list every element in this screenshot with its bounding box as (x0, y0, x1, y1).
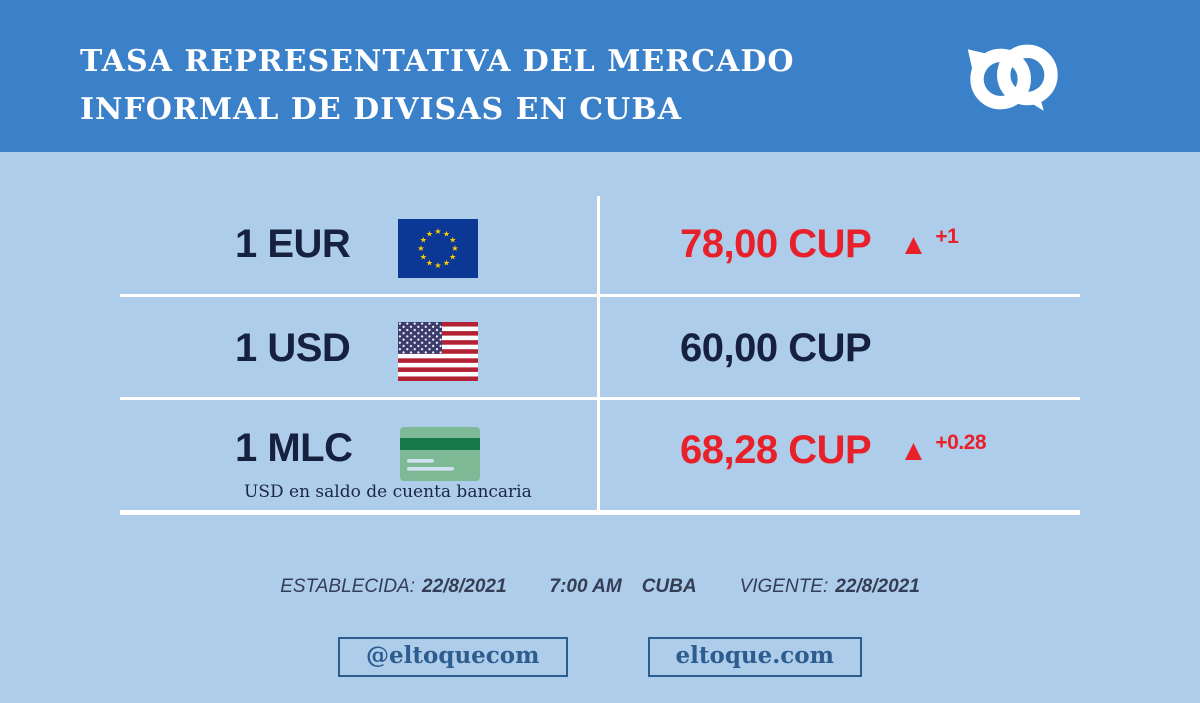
header-banner: TASA REPRESENTATIVA DEL MERCADO INFORMAL… (0, 0, 1200, 152)
up-triangle-icon: ▲ (899, 435, 928, 467)
svg-text:★: ★ (449, 236, 456, 245)
svg-text:★: ★ (417, 244, 424, 253)
currency-label-mlc: 1 MLC (235, 426, 353, 470)
row-divider-1 (120, 294, 1080, 297)
column-divider (597, 196, 600, 512)
established-time: 7:00 AM (549, 576, 622, 597)
vigente-date: 22/8/2021 (835, 576, 920, 597)
rate-mlc-value: 68,28 CUP (680, 428, 872, 472)
us-flag-icon (398, 322, 478, 386)
svg-text:★: ★ (420, 236, 427, 245)
rate-usd-value: 60,00 CUP (680, 326, 872, 370)
page-title-line1: TASA REPRESENTATIVA DEL MERCADO (80, 44, 795, 79)
rate-eur-change: +1 (935, 225, 959, 248)
svg-text:★: ★ (449, 253, 456, 262)
rate-mlc: 68,28 CUP ▲ +0.28 (680, 428, 987, 473)
svg-text:★: ★ (420, 253, 427, 262)
currency-label-usd: 1 USD (235, 326, 351, 370)
rate-eur-value: 78,00 CUP (680, 222, 872, 266)
currency-label-eur: 1 EUR (235, 222, 351, 266)
svg-text:★: ★ (434, 261, 441, 270)
vigente-label: VIGENTE: (739, 576, 829, 597)
social-handle-box[interactable]: @eltoquecom (338, 637, 568, 678)
rate-eur: 78,00 CUP ▲ +1 (680, 222, 959, 267)
rate-usd: 60,00 CUP (680, 326, 872, 371)
eltoque-logo-icon (962, 40, 1066, 114)
page-title: TASA REPRESENTATIVA DEL MERCADO INFORMAL… (80, 38, 795, 134)
svg-text:★: ★ (434, 227, 441, 236)
established-label: ESTABLECIDA: (280, 576, 415, 597)
established-date: 22/8/2021 (422, 576, 507, 597)
validity-line: ESTABLECIDA: 22/8/2021 7:00 AM CUBA VIGE… (0, 576, 1200, 598)
up-triangle-icon: ▲ (899, 229, 928, 261)
svg-text:★: ★ (426, 259, 433, 268)
svg-text:★: ★ (443, 229, 450, 238)
svg-text:★: ★ (451, 244, 458, 253)
links-row: @eltoquecom eltoque.com (0, 637, 1200, 678)
table-bottom-rule (120, 510, 1080, 515)
svg-text:★: ★ (443, 259, 450, 268)
page-title-line2: INFORMAL DE DIVISAS EN CUBA (80, 92, 682, 127)
svg-text:★: ★ (426, 229, 433, 238)
bank-card-icon (400, 427, 480, 486)
row-divider-2 (120, 397, 1080, 400)
rate-mlc-change: +0.28 (935, 431, 987, 454)
country-label: CUBA (641, 576, 697, 597)
mlc-note: USD en saldo de cuenta bancaria (244, 482, 532, 502)
website-box[interactable]: eltoque.com (647, 637, 862, 678)
eu-flag-icon: ★ ★ ★ ★ ★ ★ ★ ★ ★ ★ ★ ★ (398, 219, 478, 283)
